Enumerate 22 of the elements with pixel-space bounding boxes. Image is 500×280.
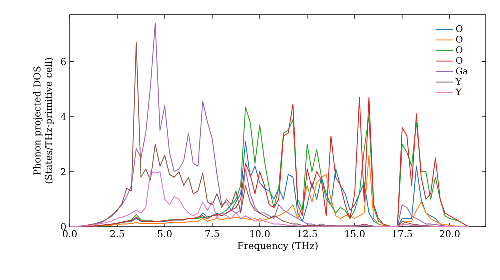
legend-label: O — [456, 57, 463, 64]
legend-label: O — [456, 46, 463, 54]
x-tick-label: 17.5 — [393, 230, 412, 238]
x-tick-label: 7.5 — [206, 230, 220, 238]
legend-label: O — [456, 36, 463, 43]
y-axis-title: Phonon projected DOS (States/THz·primitive cell) — [34, 58, 54, 184]
x-axis-title: Frequency (THz) — [238, 242, 318, 252]
x-tick-label: 20.0 — [440, 230, 460, 238]
legend-label: O — [456, 26, 463, 32]
legend-label: Y — [456, 78, 462, 85]
legend-label: Y — [456, 88, 462, 96]
y-tick-label: 2 — [61, 168, 66, 176]
legend-label: Ga — [456, 68, 468, 75]
x-tick-label: 0.0 — [63, 230, 77, 238]
x-tick-label: 10.0 — [250, 230, 270, 238]
y-tick-label: 4 — [60, 113, 66, 120]
x-tick-label: 12.5 — [298, 230, 318, 238]
x-tick-label: 15.0 — [346, 230, 365, 238]
y-tick-label: 6 — [61, 58, 66, 66]
x-tick-label: 5.0 — [158, 230, 172, 238]
y-tick-label: 0 — [61, 223, 66, 231]
x-tick-label: 2.5 — [110, 230, 124, 238]
